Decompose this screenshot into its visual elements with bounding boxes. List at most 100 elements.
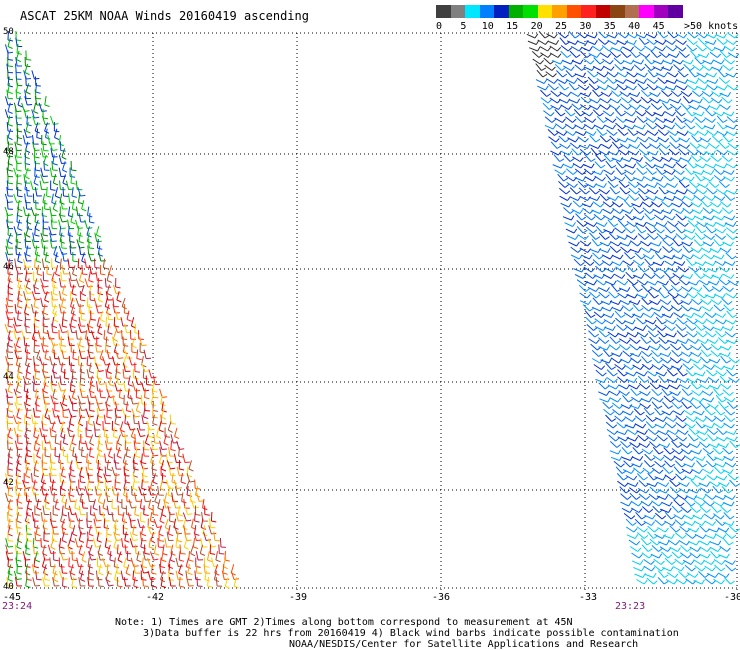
wind-barb [14,440,23,450]
wind-barb [630,507,643,513]
wind-barb [21,102,30,112]
wind-barb [71,200,78,211]
wind-barb [49,141,58,151]
wind-barb [604,267,616,273]
wind-barb [689,546,701,552]
wind-barb [703,233,715,240]
wind-barb [178,564,184,576]
wind-barb [49,472,56,483]
wind-barb [649,441,661,448]
lat-lon-grid [8,32,738,592]
wind-barb [16,160,22,172]
wind-barb [704,222,717,227]
wind-barb [713,364,725,370]
wind-barb [580,91,592,97]
wind-barb [557,32,570,39]
wind-barb [7,505,13,517]
wind-barb [104,277,112,288]
wind-barb [695,416,707,422]
wind-barb [104,486,111,498]
wind-barb [67,336,75,346]
wind-barb [35,525,41,537]
wind-barb [559,91,571,97]
wind-barb [52,200,58,212]
wind-barb [628,299,641,305]
wind-barb [75,180,83,191]
wind-barb [54,252,60,264]
wind-barb [651,467,664,474]
wind-barb [106,434,113,444]
wind-barb [719,345,732,351]
wind-barb [571,148,583,156]
wind-barb [696,378,709,383]
wind-barb [50,180,56,191]
wind-barb [17,219,23,231]
wind-barb [675,532,687,539]
wind-barb [89,290,96,302]
wind-barb [24,96,33,106]
wind-barb [712,59,725,65]
wind-barb [593,311,606,318]
wind-barb [84,440,93,450]
wind-barb [689,142,701,149]
wind-barb [589,232,601,240]
wind-barb [722,135,734,143]
wind-barb [173,479,182,489]
wind-barb [559,195,571,201]
wind-barb [15,76,23,87]
wind-barb [695,44,707,52]
wind-barb [708,443,720,448]
wind-barb [625,371,638,377]
wind-barb [707,280,720,286]
wind-barb [75,330,83,340]
wind-barb [152,414,158,426]
wind-barb [643,176,655,182]
wind-barb [707,267,719,273]
wind-barb [89,434,95,446]
wind-barb [622,46,634,52]
wind-barb [669,546,681,552]
lon-label: -42 [145,592,165,603]
wind-barb [117,505,124,516]
wind-barb [680,544,692,552]
wind-barb [645,421,657,429]
wind-barb [589,144,602,149]
wind-barb [537,39,549,45]
wind-barb [705,330,717,338]
wind-barb [666,78,678,84]
wind-barb [681,401,692,409]
wind-barb [78,349,87,359]
wind-barb [705,533,717,539]
wind-barb [42,336,49,347]
wind-barb [711,208,723,214]
wind-barb [76,239,85,249]
wind-barb [593,364,606,370]
wind-barb [646,221,658,227]
wind-barb [704,44,716,52]
wind-barb [681,201,693,208]
legend-swatch [508,5,524,18]
wind-barb [620,441,632,448]
wind-barb [15,466,22,478]
wind-barb [59,440,66,452]
wind-barb [683,234,696,240]
wind-barb [224,550,230,562]
wind-barb [705,460,718,468]
wind-barb [697,338,709,344]
wind-barb [670,90,683,97]
wind-barb [603,408,615,416]
wind-barb [658,98,671,104]
wind-barb [96,479,102,492]
wind-barb [684,215,696,221]
wind-barb [676,78,689,84]
wind-barb [7,271,13,283]
wind-barb [558,83,569,91]
wind-barb [85,427,92,438]
wind-barb [631,157,644,162]
wind-barb [620,97,633,104]
wind-barb [681,273,694,279]
wind-barb [702,176,714,182]
wind-barb [44,446,51,458]
wind-barb [106,524,112,536]
wind-barb [606,428,619,435]
